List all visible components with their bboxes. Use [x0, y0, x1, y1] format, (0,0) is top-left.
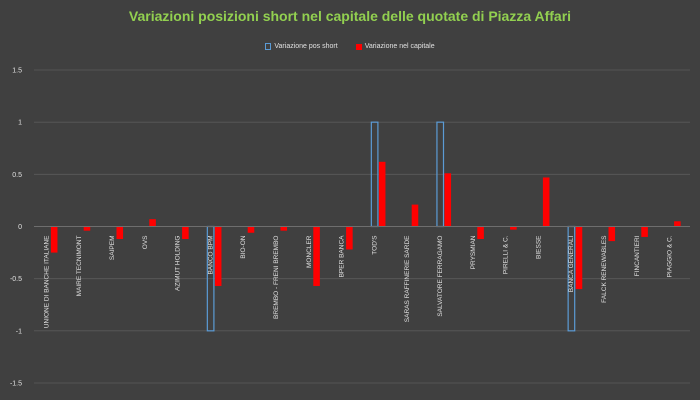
y-tick-label: 0	[18, 224, 22, 231]
category-label: SAIPEM	[109, 236, 116, 261]
bar-capitale	[280, 226, 288, 231]
category-label: MONCLER	[306, 235, 313, 268]
legend-swatch-outline	[265, 43, 272, 50]
bar-capitale	[149, 219, 156, 227]
category-label: BIO-ON	[240, 235, 247, 258]
category-label: OVS	[142, 235, 149, 249]
category-label: SARAS RAFFINERIE SARDE	[404, 235, 411, 322]
bar-capitale	[444, 173, 452, 227]
category-label: UNIONE DI BANCHE ITALIANE	[43, 235, 50, 328]
bar-capitale	[641, 226, 648, 237]
legend: Variazione pos short Variazione nel capi…	[0, 43, 700, 50]
chart-title: Variazioni posizioni short nel capitale …	[128, 8, 572, 24]
legend-item-short: Variazione pos short	[265, 43, 338, 50]
legend-item-capitale: Variazione nel capitale	[355, 43, 435, 50]
y-tick-label: -1.5	[10, 381, 22, 388]
category-label: TOD'S	[371, 235, 378, 255]
bar-capitale	[608, 226, 616, 242]
bar-capitale	[477, 226, 484, 240]
category-label: PRYSMIAN	[470, 235, 477, 269]
category-label: BANCO BPM	[207, 236, 214, 275]
bar-capitale	[411, 204, 419, 227]
category-label: PIAGGIO & C.	[667, 235, 674, 277]
category-label: BANCA GENERALI	[568, 235, 575, 292]
category-label: MAIRE TECNIMONT	[76, 235, 83, 296]
category-label: BREMBO - FRENI BREMBO	[273, 236, 280, 319]
y-tick-label: 1.5	[12, 68, 22, 75]
bar-capitale	[50, 226, 58, 253]
category-label: PIRELLI & C.	[503, 235, 510, 274]
category-label: AZIMUT HOLDING	[175, 236, 182, 292]
y-tick-label: 0.5	[12, 172, 22, 179]
bar-capitale	[542, 177, 550, 227]
category-label: FALCK RENEWABLES	[601, 235, 608, 303]
bar-capitale	[378, 161, 386, 227]
legend-label-short: Variazione pos short	[274, 43, 338, 50]
y-tick-label: -1	[16, 328, 22, 335]
bar-capitale	[247, 226, 255, 233]
legend-label-capitale: Variazione nel capitale	[364, 43, 435, 50]
bar-capitale	[346, 226, 353, 250]
y-tick-label: -0.5	[10, 276, 22, 283]
y-tick-label: 1	[18, 120, 22, 127]
bar-capitale	[182, 226, 189, 240]
category-label: BIESSE	[535, 235, 542, 259]
bar-capitale	[575, 226, 583, 290]
bar-capitale	[313, 226, 320, 286]
bar-capitale	[214, 226, 222, 286]
bar-capitale	[83, 226, 91, 231]
category-label: BPER BANCA	[339, 235, 346, 278]
bar-capitale	[674, 221, 681, 227]
legend-swatch-filled	[355, 43, 362, 50]
category-label: SALVATORE FERRAGAMO	[437, 235, 444, 316]
category-label: FINCANTIERI	[634, 235, 641, 276]
bar-capitale	[510, 226, 517, 230]
bar-capitale	[116, 226, 124, 240]
